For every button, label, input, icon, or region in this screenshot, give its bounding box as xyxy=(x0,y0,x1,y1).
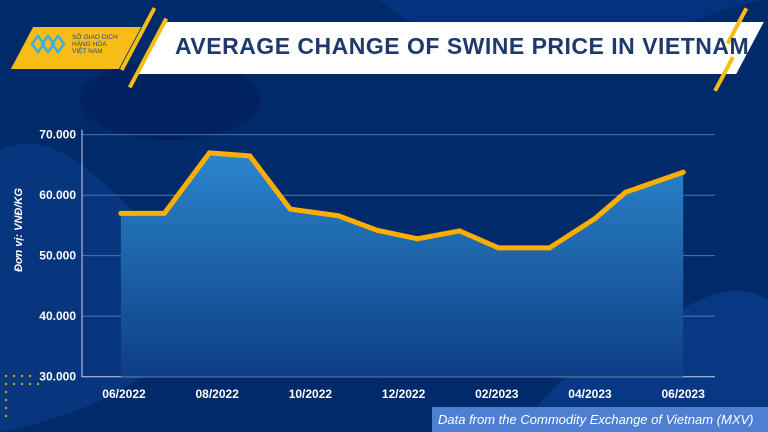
data-point xyxy=(247,153,253,159)
source-note: Data from the Commodity Exchange of Viet… xyxy=(432,407,768,432)
data-point xyxy=(118,210,124,216)
y-axis-label: Đơn vị: VNĐ/KG xyxy=(13,188,25,272)
data-point xyxy=(287,206,293,212)
dot-pattern xyxy=(4,374,40,418)
price-area xyxy=(120,152,684,377)
y-tick-label: 30.000 xyxy=(39,370,76,384)
data-point xyxy=(680,169,686,175)
y-tick-label: 40.000 xyxy=(39,309,76,323)
x-tick-label: 04/2023 xyxy=(568,387,612,401)
x-tick-label: 06/2023 xyxy=(662,387,706,401)
data-point xyxy=(415,236,421,242)
data-point xyxy=(457,228,463,234)
data-point xyxy=(335,213,341,219)
y-tick-label: 60.000 xyxy=(39,188,76,202)
data-point xyxy=(161,210,167,216)
page-title: AVERAGE CHANGE OF SWINE PRICE IN VIETNAM xyxy=(175,33,750,59)
logo-text: SỞ GIAO DỊCH HÀNG HÓA VIỆT NAM xyxy=(72,33,118,55)
y-tick-label: 70.000 xyxy=(39,128,76,142)
data-point xyxy=(374,227,380,233)
x-tick-label: 10/2022 xyxy=(289,387,333,401)
data-point xyxy=(495,245,501,251)
logo: SỞ GIAO DỊCH HÀNG HÓA VIỆT NAM xyxy=(30,33,120,55)
y-tick-label: 50.000 xyxy=(39,249,76,263)
logo-mark-icon xyxy=(30,33,66,55)
data-point xyxy=(623,189,629,195)
x-tick-label: 02/2023 xyxy=(475,387,519,401)
data-point xyxy=(206,150,212,156)
data-point xyxy=(547,245,553,251)
x-tick-label: 06/2022 xyxy=(102,387,146,401)
data-point xyxy=(592,216,598,222)
price-line xyxy=(118,150,686,251)
x-tick-label: 08/2022 xyxy=(196,387,240,401)
x-tick-label: 12/2022 xyxy=(382,387,426,401)
